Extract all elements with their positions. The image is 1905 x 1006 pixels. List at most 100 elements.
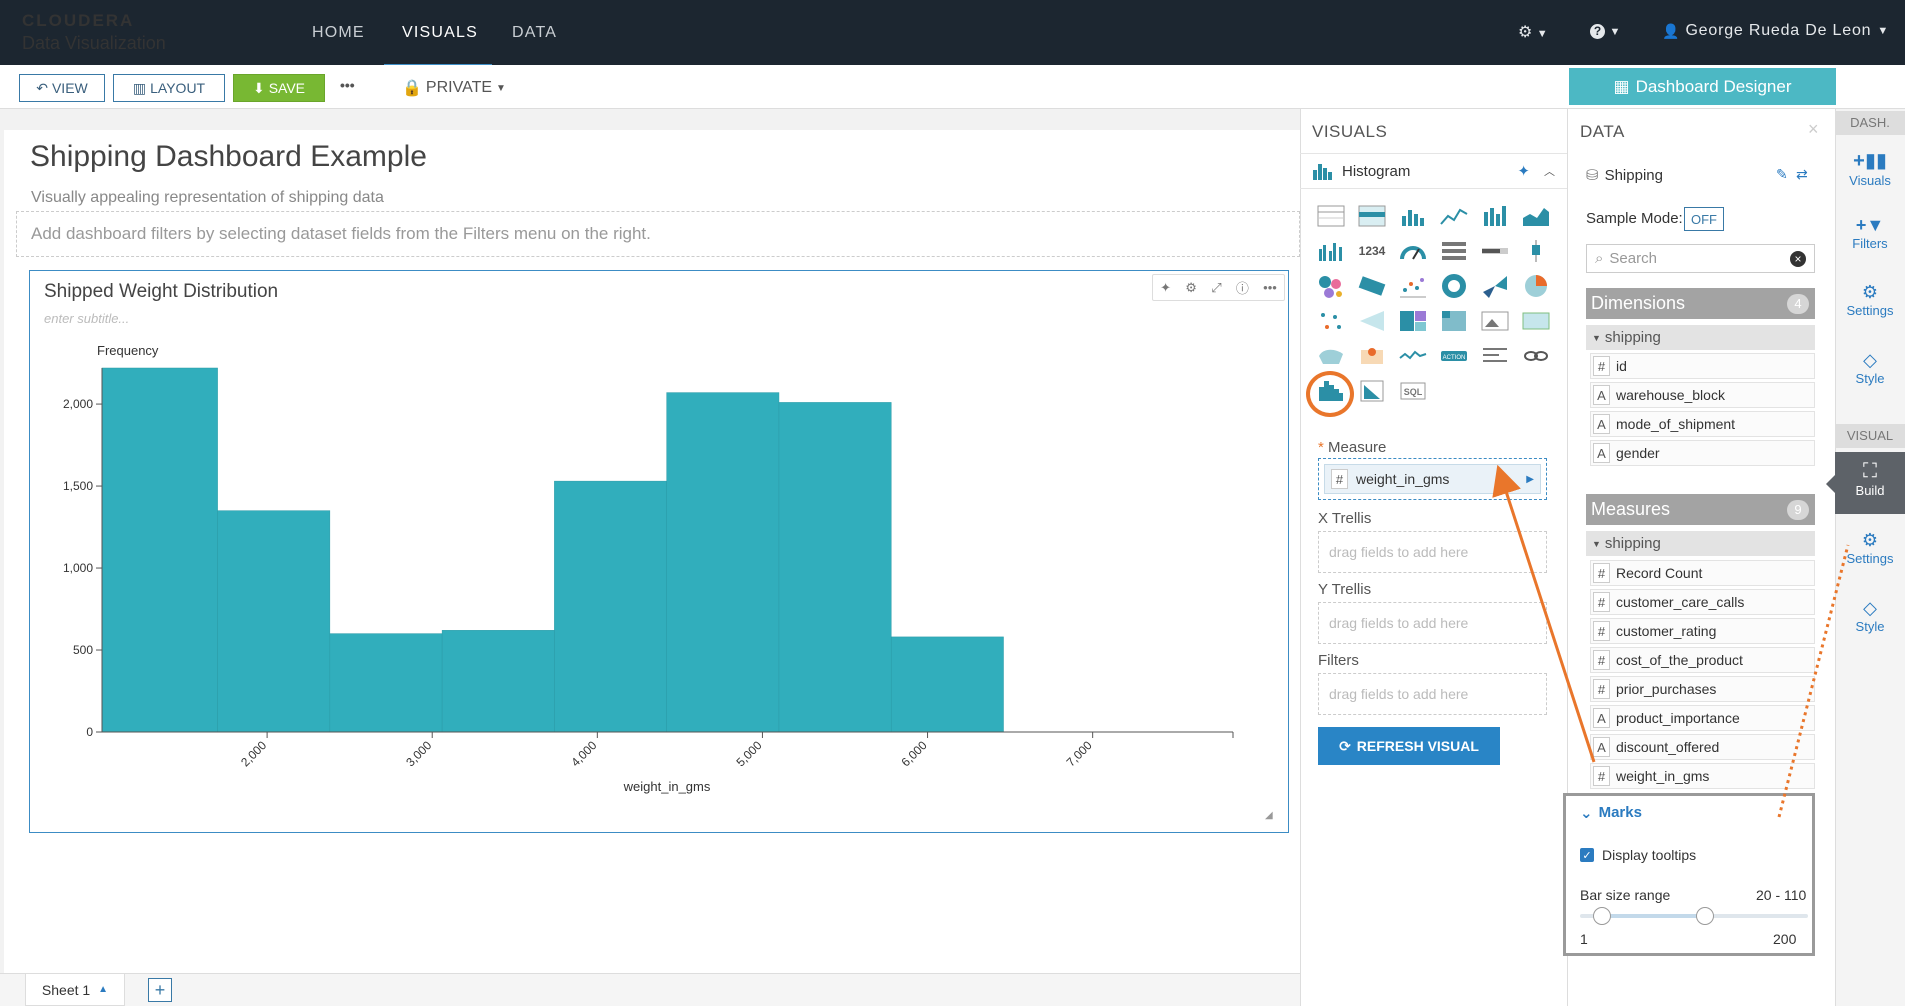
rail-build[interactable]: ⛶ Build [1835, 452, 1905, 514]
rail-settings-visual[interactable]: ⚙ Settings [1835, 530, 1905, 566]
rail-style-visual[interactable]: ◇ Style [1835, 598, 1905, 634]
bar-size-min-handle[interactable] [1592, 907, 1611, 925]
brand-subtitle[interactable]: Data Visualization [22, 33, 166, 53]
info-icon[interactable]: ⓘ [1235, 281, 1249, 296]
boxplot-icon[interactable] [1515, 233, 1556, 268]
rail-style[interactable]: ◇ Style [1835, 350, 1905, 386]
close-icon[interactable]: × [1808, 119, 1819, 139]
measures-group[interactable]: ▼ shipping [1586, 531, 1815, 556]
map-icon[interactable] [1515, 303, 1556, 338]
heatmap-icon[interactable] [1433, 303, 1474, 338]
sparkline-icon[interactable] [1392, 338, 1433, 373]
histogram-bar[interactable] [217, 510, 331, 733]
more-options-button[interactable]: ••• [340, 77, 355, 93]
add-sheet-button[interactable]: + [148, 978, 172, 1002]
sparkle-icon[interactable]: ✦ [1160, 279, 1172, 295]
histogram-bar[interactable] [101, 367, 218, 733]
chevron-up-icon[interactable]: ︿ [1544, 166, 1555, 178]
bar-size-max-handle[interactable] [1695, 907, 1714, 925]
choropleth-icon[interactable] [1310, 338, 1351, 373]
field-item[interactable]: # Record Count [1590, 560, 1815, 586]
y-trellis-shelf[interactable]: drag fields to add here [1318, 602, 1547, 644]
rich-text-icon[interactable] [1474, 338, 1515, 373]
donut-icon[interactable] [1433, 268, 1474, 303]
dashboard-subtitle[interactable]: Visually appealing representation of shi… [31, 189, 384, 206]
bullet-icon[interactable] [1474, 233, 1515, 268]
nav-visuals[interactable]: VISUALS [402, 24, 478, 41]
table-icon[interactable] [1310, 198, 1351, 233]
sheet-tab[interactable]: Sheet 1 ▲ [25, 974, 125, 1006]
cross-tab-icon[interactable] [1351, 198, 1392, 233]
view-button[interactable]: ↶ VIEW [19, 74, 105, 102]
field-item[interactable]: # customer_rating [1590, 618, 1815, 644]
user-menu[interactable]: 👤 George Rueda De Leon ▼ [1662, 22, 1888, 40]
sparkle-icon[interactable]: ✦ [1517, 163, 1530, 180]
shuffle-icon[interactable]: ⇄ [1796, 166, 1808, 182]
expand-icon[interactable]: ⤢ [1211, 279, 1222, 295]
histogram-bar[interactable] [554, 480, 667, 733]
dashboard-filter-area[interactable]: Add dashboard filters by selecting datas… [16, 211, 1300, 257]
chord-icon[interactable] [1351, 268, 1392, 303]
treemap-icon[interactable] [1392, 303, 1433, 338]
dimensions-group[interactable]: ▼ shipping [1586, 325, 1815, 350]
list-icon[interactable] [1433, 233, 1474, 268]
histogram-bar[interactable] [778, 402, 892, 733]
funnel-icon[interactable] [1351, 303, 1392, 338]
rail-filters[interactable]: +▼ Filters [1835, 215, 1905, 251]
settings-menu[interactable]: ⚙ ▼ [1518, 22, 1548, 42]
dataset-selector[interactable]: ⛁ Shipping [1586, 166, 1663, 185]
more-icon[interactable]: ••• [1263, 280, 1277, 295]
nav-data[interactable]: DATA [512, 24, 558, 41]
brand-logo[interactable]: CLOUDERA [22, 11, 135, 30]
field-item[interactable]: # customer_care_calls [1590, 589, 1815, 615]
histogram-bar[interactable] [441, 630, 555, 733]
pin-map-icon[interactable] [1351, 338, 1392, 373]
link-icon[interactable] [1515, 338, 1556, 373]
field-search-input[interactable]: ⌕ Search × [1586, 244, 1815, 273]
radial-icon[interactable] [1474, 268, 1515, 303]
field-item[interactable]: # id [1590, 353, 1815, 379]
measures-header[interactable]: Measures 9 [1586, 494, 1815, 525]
pie-icon[interactable] [1515, 268, 1556, 303]
display-tooltips-option[interactable]: ✓ Display tooltips [1580, 847, 1696, 863]
measure-field-pill[interactable]: # weight_in_gms ▶ [1324, 464, 1541, 494]
network-icon[interactable] [1310, 303, 1351, 338]
refresh-visual-button[interactable]: ⟳ REFRESH VISUAL [1318, 727, 1500, 765]
sql-icon[interactable]: SQL [1392, 373, 1433, 408]
area-icon[interactable] [1515, 198, 1556, 233]
bar-icon[interactable] [1474, 198, 1515, 233]
field-item[interactable]: # weight_in_gms [1590, 763, 1815, 789]
image-icon[interactable] [1474, 303, 1515, 338]
checkbox-checked-icon[interactable]: ✓ [1580, 848, 1594, 862]
action-icon[interactable]: ACTION [1433, 338, 1474, 373]
visual-subtitle[interactable]: enter subtitle... [44, 311, 130, 326]
extension-icon[interactable] [1351, 373, 1392, 408]
dashboard-designer-button[interactable]: ▦ Dashboard Designer [1569, 68, 1836, 105]
x-trellis-shelf[interactable]: drag fields to add here [1318, 531, 1547, 573]
resize-handle-icon[interactable]: ◢ [1265, 810, 1273, 821]
save-button[interactable]: ⬇ SAVE [233, 74, 325, 102]
sample-mode-toggle[interactable]: OFF [1684, 207, 1724, 231]
line-chart-icon[interactable] [1433, 198, 1474, 233]
scatter-icon[interactable] [1392, 268, 1433, 303]
grouped-bar-icon[interactable] [1310, 233, 1351, 268]
gauge-icon[interactable] [1392, 233, 1433, 268]
rail-settings[interactable]: ⚙ Settings [1835, 282, 1905, 318]
field-item[interactable]: # cost_of_the_product [1590, 647, 1815, 673]
kpi-icon[interactable]: 1234 [1351, 233, 1392, 268]
histogram-bar[interactable] [666, 392, 780, 733]
field-item[interactable]: # prior_purchases [1590, 676, 1815, 702]
layout-button[interactable]: ▥ LAYOUT [113, 74, 225, 102]
gear-icon[interactable]: ⚙ [1185, 279, 1197, 295]
rail-visuals[interactable]: +▮▮ Visuals [1835, 148, 1905, 188]
help-menu[interactable]: ? ▼ [1590, 22, 1620, 40]
marks-toggle[interactable]: ⌄ Marks [1580, 804, 1642, 822]
caret-right-icon[interactable]: ▶ [1526, 473, 1534, 485]
histogram-bar[interactable] [329, 633, 443, 733]
filters-shelf[interactable]: drag fields to add here [1318, 673, 1547, 715]
packed-bubbles-icon[interactable] [1310, 268, 1351, 303]
